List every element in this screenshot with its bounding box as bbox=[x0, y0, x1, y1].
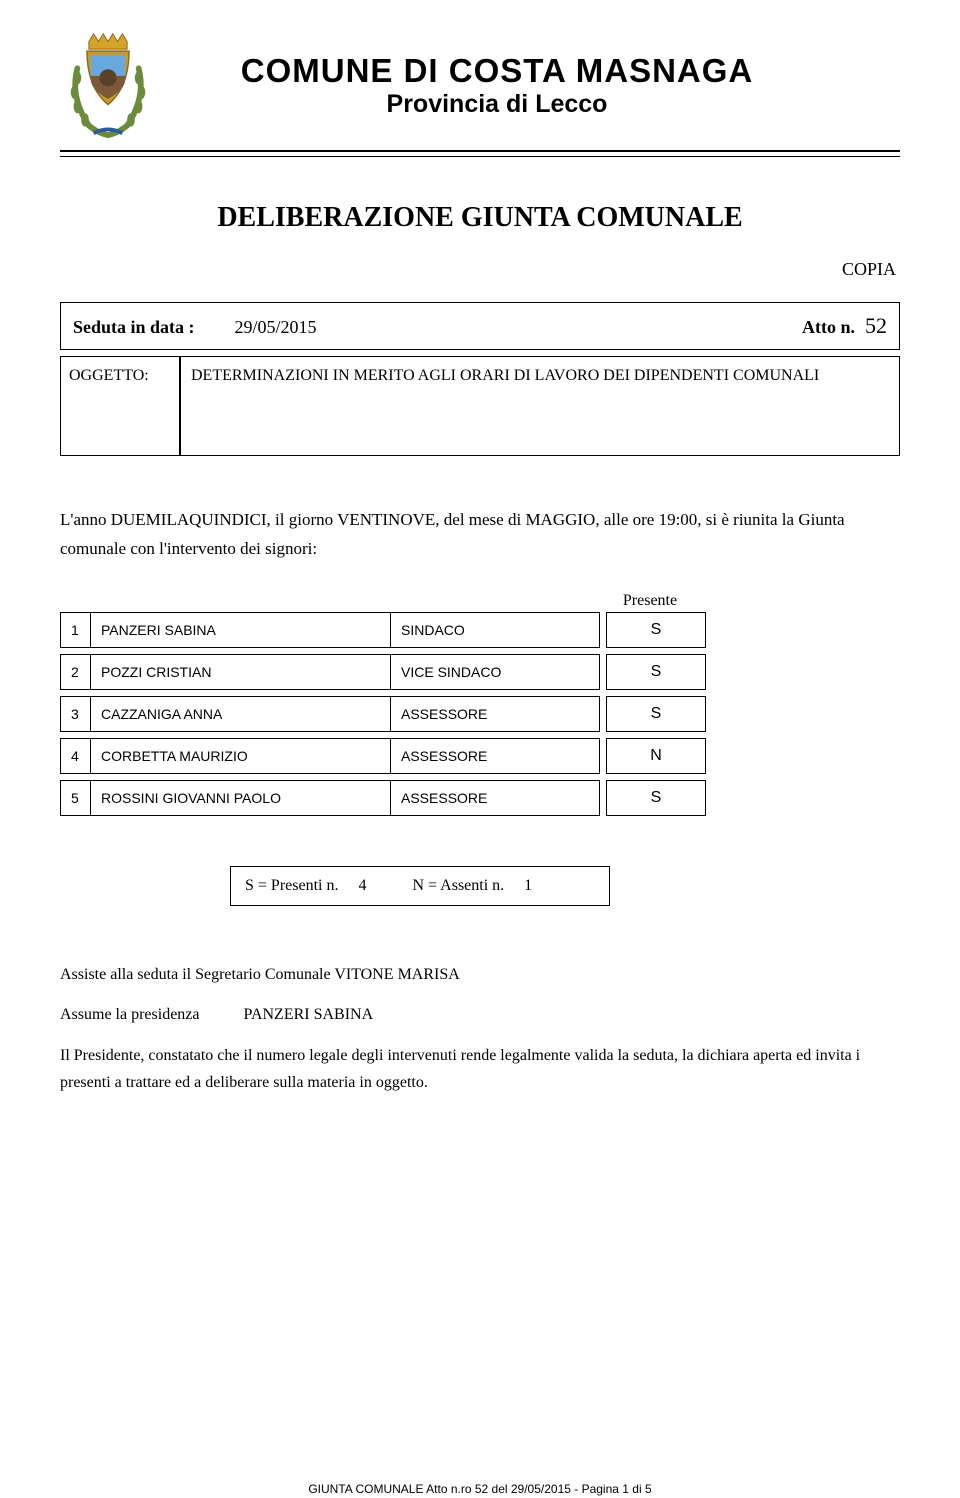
comune-title-block: COMUNE DI COSTA MASNAGA Provincia di Lec… bbox=[174, 52, 900, 119]
members-table: 1PANZERI SABINASINDACOS2POZZI CRISTIANVI… bbox=[60, 612, 900, 816]
member-role: ASSESSORE bbox=[390, 780, 600, 816]
assiste-line: Assiste alla seduta il Segretario Comuna… bbox=[60, 966, 900, 984]
oggetto-text: DETERMINAZIONI IN MERITO AGLI ORARI DI L… bbox=[180, 356, 900, 456]
presente-column-label: Presente bbox=[600, 592, 700, 610]
comune-name: COMUNE DI COSTA MASNAGA bbox=[174, 52, 820, 90]
assume-label: Assume la presidenza bbox=[60, 1006, 200, 1023]
member-index: 1 bbox=[60, 612, 90, 648]
attendance-summary: S = Presenti n. 4 N = Assenti n. 1 bbox=[230, 866, 610, 906]
table-row: 2POZZI CRISTIANVICE SINDACOS bbox=[60, 654, 900, 690]
presidente-name: PANZERI SABINA bbox=[244, 1006, 374, 1023]
member-role: ASSESSORE bbox=[390, 738, 600, 774]
member-presence: S bbox=[606, 612, 706, 648]
member-name: ROSSINI GIOVANNI PAOLO bbox=[90, 780, 390, 816]
document-header: COMUNE DI COSTA MASNAGA Provincia di Lec… bbox=[60, 30, 900, 140]
member-index: 2 bbox=[60, 654, 90, 690]
header-rule-thin bbox=[60, 156, 900, 157]
atto-number: 52 bbox=[865, 313, 887, 339]
table-row: 4CORBETTA MAURIZIOASSESSOREN bbox=[60, 738, 900, 774]
header-rule-thick bbox=[60, 150, 900, 152]
member-presence: S bbox=[606, 780, 706, 816]
copia-label: COPIA bbox=[60, 259, 900, 280]
presenti-count: 4 bbox=[358, 877, 366, 895]
presenti-label: S = Presenti n. bbox=[245, 877, 338, 895]
narrative-paragraph: L'anno DUEMILAQUINDICI, il giorno VENTIN… bbox=[60, 506, 900, 564]
member-presence: S bbox=[606, 654, 706, 690]
page-footer: GIUNTA COMUNALE Atto n.ro 52 del 29/05/2… bbox=[0, 1482, 960, 1498]
presente-header: Presente bbox=[60, 592, 900, 610]
assenti-label: N = Assenti n. bbox=[412, 877, 504, 895]
provincia-name: Provincia di Lecco bbox=[174, 90, 820, 119]
member-name: CORBETTA MAURIZIO bbox=[90, 738, 390, 774]
comune-crest-icon bbox=[60, 30, 156, 140]
member-name: POZZI CRISTIAN bbox=[90, 654, 390, 690]
seduta-date: 29/05/2015 bbox=[235, 317, 317, 338]
table-row: 1PANZERI SABINASINDACOS bbox=[60, 612, 900, 648]
assiste-prefix: Assiste alla seduta il Segretario Comuna… bbox=[60, 966, 334, 983]
assenti-count: 1 bbox=[524, 877, 532, 895]
document-title: DELIBERAZIONE GIUNTA COMUNALE bbox=[60, 202, 900, 234]
oggetto-label: OGGETTO: bbox=[60, 356, 180, 456]
table-row: 3CAZZANIGA ANNAASSESSORES bbox=[60, 696, 900, 732]
member-presence: N bbox=[606, 738, 706, 774]
seduta-label: Seduta in data : bbox=[73, 317, 195, 338]
assume-line: Assume la presidenza PANZERI SABINA bbox=[60, 1006, 900, 1024]
table-row: 5ROSSINI GIOVANNI PAOLOASSESSORES bbox=[60, 780, 900, 816]
member-role: SINDACO bbox=[390, 612, 600, 648]
member-role: ASSESSORE bbox=[390, 696, 600, 732]
member-presence: S bbox=[606, 696, 706, 732]
closing-paragraph: Il Presidente, constatato che il numero … bbox=[60, 1042, 900, 1096]
member-name: PANZERI SABINA bbox=[90, 612, 390, 648]
member-index: 3 bbox=[60, 696, 90, 732]
seduta-box: Seduta in data : 29/05/2015 Atto n. 52 bbox=[60, 302, 900, 350]
member-index: 4 bbox=[60, 738, 90, 774]
member-name: CAZZANIGA ANNA bbox=[90, 696, 390, 732]
segretario-name: VITONE MARISA bbox=[334, 966, 459, 983]
atto-label: Atto n. bbox=[802, 317, 855, 338]
oggetto-row: OGGETTO: DETERMINAZIONI IN MERITO AGLI O… bbox=[60, 356, 900, 456]
member-index: 5 bbox=[60, 780, 90, 816]
member-role: VICE SINDACO bbox=[390, 654, 600, 690]
